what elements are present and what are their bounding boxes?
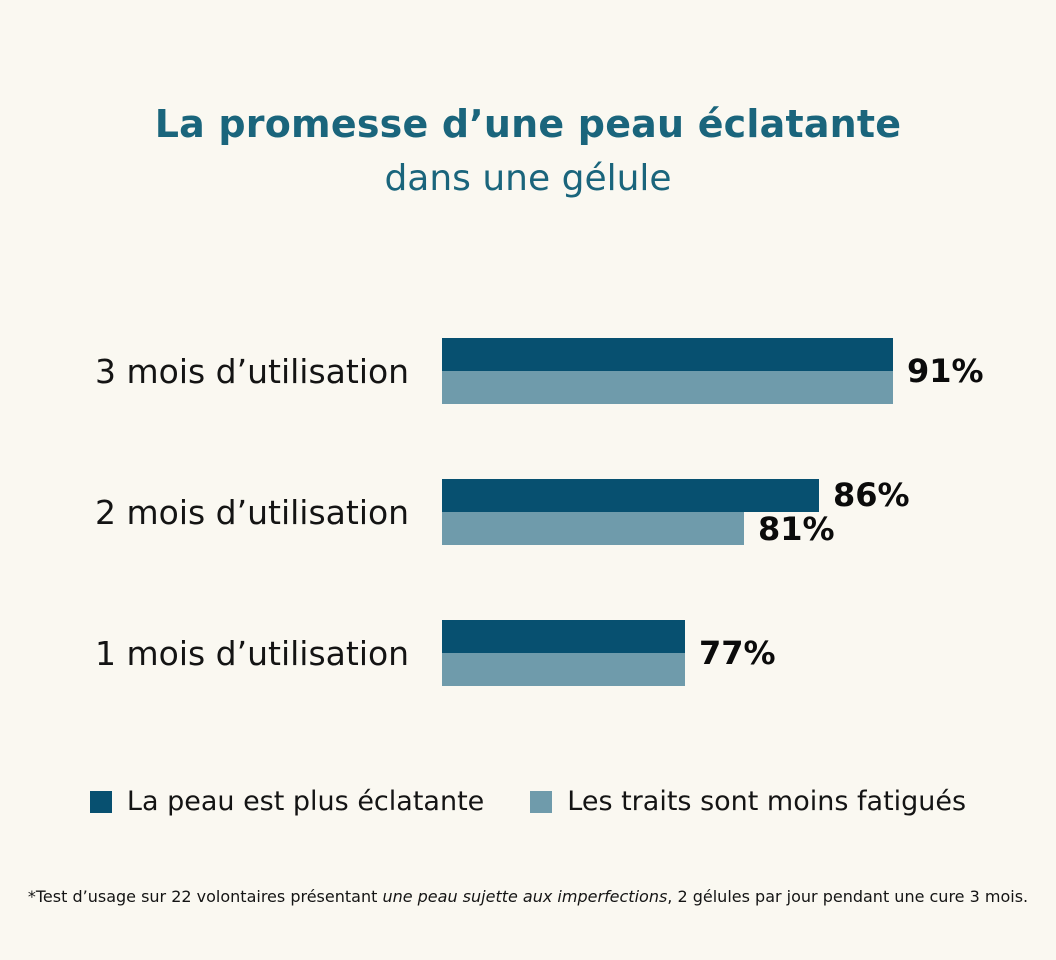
bar-peau-eclatante [442, 338, 893, 371]
legend-item-traits-fatigues: Les traits sont moins fatigués [530, 786, 966, 817]
legend: La peau est plus éclatante Les traits so… [0, 786, 1056, 817]
footnote: *Test d’usage sur 22 volontaires présent… [0, 887, 1056, 906]
bar-group: 77% [442, 620, 1056, 686]
bar-traits-fatigues [442, 371, 893, 404]
legend-item-peau-eclatante: La peau est plus éclatante [89, 786, 485, 817]
legend-swatch-dark-icon [89, 790, 112, 813]
legend-label: Les traits sont moins fatigués [567, 786, 967, 817]
value-label: 81% [758, 510, 835, 548]
bar-traits-fatigues [442, 653, 685, 686]
value-label: 91% [907, 352, 984, 390]
legend-label: La peau est plus éclatante [126, 786, 485, 817]
chart-row: 3 mois d’utilisation 91% [95, 338, 1056, 404]
chart-row: 2 mois d’utilisation 86% 81% [95, 476, 1056, 548]
footnote-text: , 2 gélules par jour pendant une cure 3 … [667, 887, 1029, 906]
category-label: 3 mois d’utilisation [95, 351, 410, 391]
page-subtitle: dans une gélule [384, 158, 672, 199]
bar-traits-fatigues [442, 512, 744, 545]
bar-chart: 3 mois d’utilisation 91% 2 mois d’utilis… [0, 338, 1056, 686]
legend-swatch-light-icon [530, 790, 553, 813]
bar-peau-eclatante [442, 620, 685, 653]
value-label: 77% [699, 634, 776, 672]
chart-row: 1 mois d’utilisation 77% [95, 620, 1056, 686]
footnote-italic-text: une peau sujette aux imperfections [382, 887, 668, 906]
category-label: 1 mois d’utilisation [95, 633, 410, 673]
bar-peau-eclatante [442, 479, 819, 512]
footnote-text: *Test d’usage sur 22 volontaires présent… [27, 887, 383, 906]
bar-group: 91% [442, 338, 1056, 404]
category-label: 2 mois d’utilisation [95, 492, 410, 532]
bar-group: 86% 81% [442, 476, 1056, 548]
value-label: 86% [833, 476, 910, 514]
page-title: La promesse d’une peau éclatante [154, 102, 902, 146]
